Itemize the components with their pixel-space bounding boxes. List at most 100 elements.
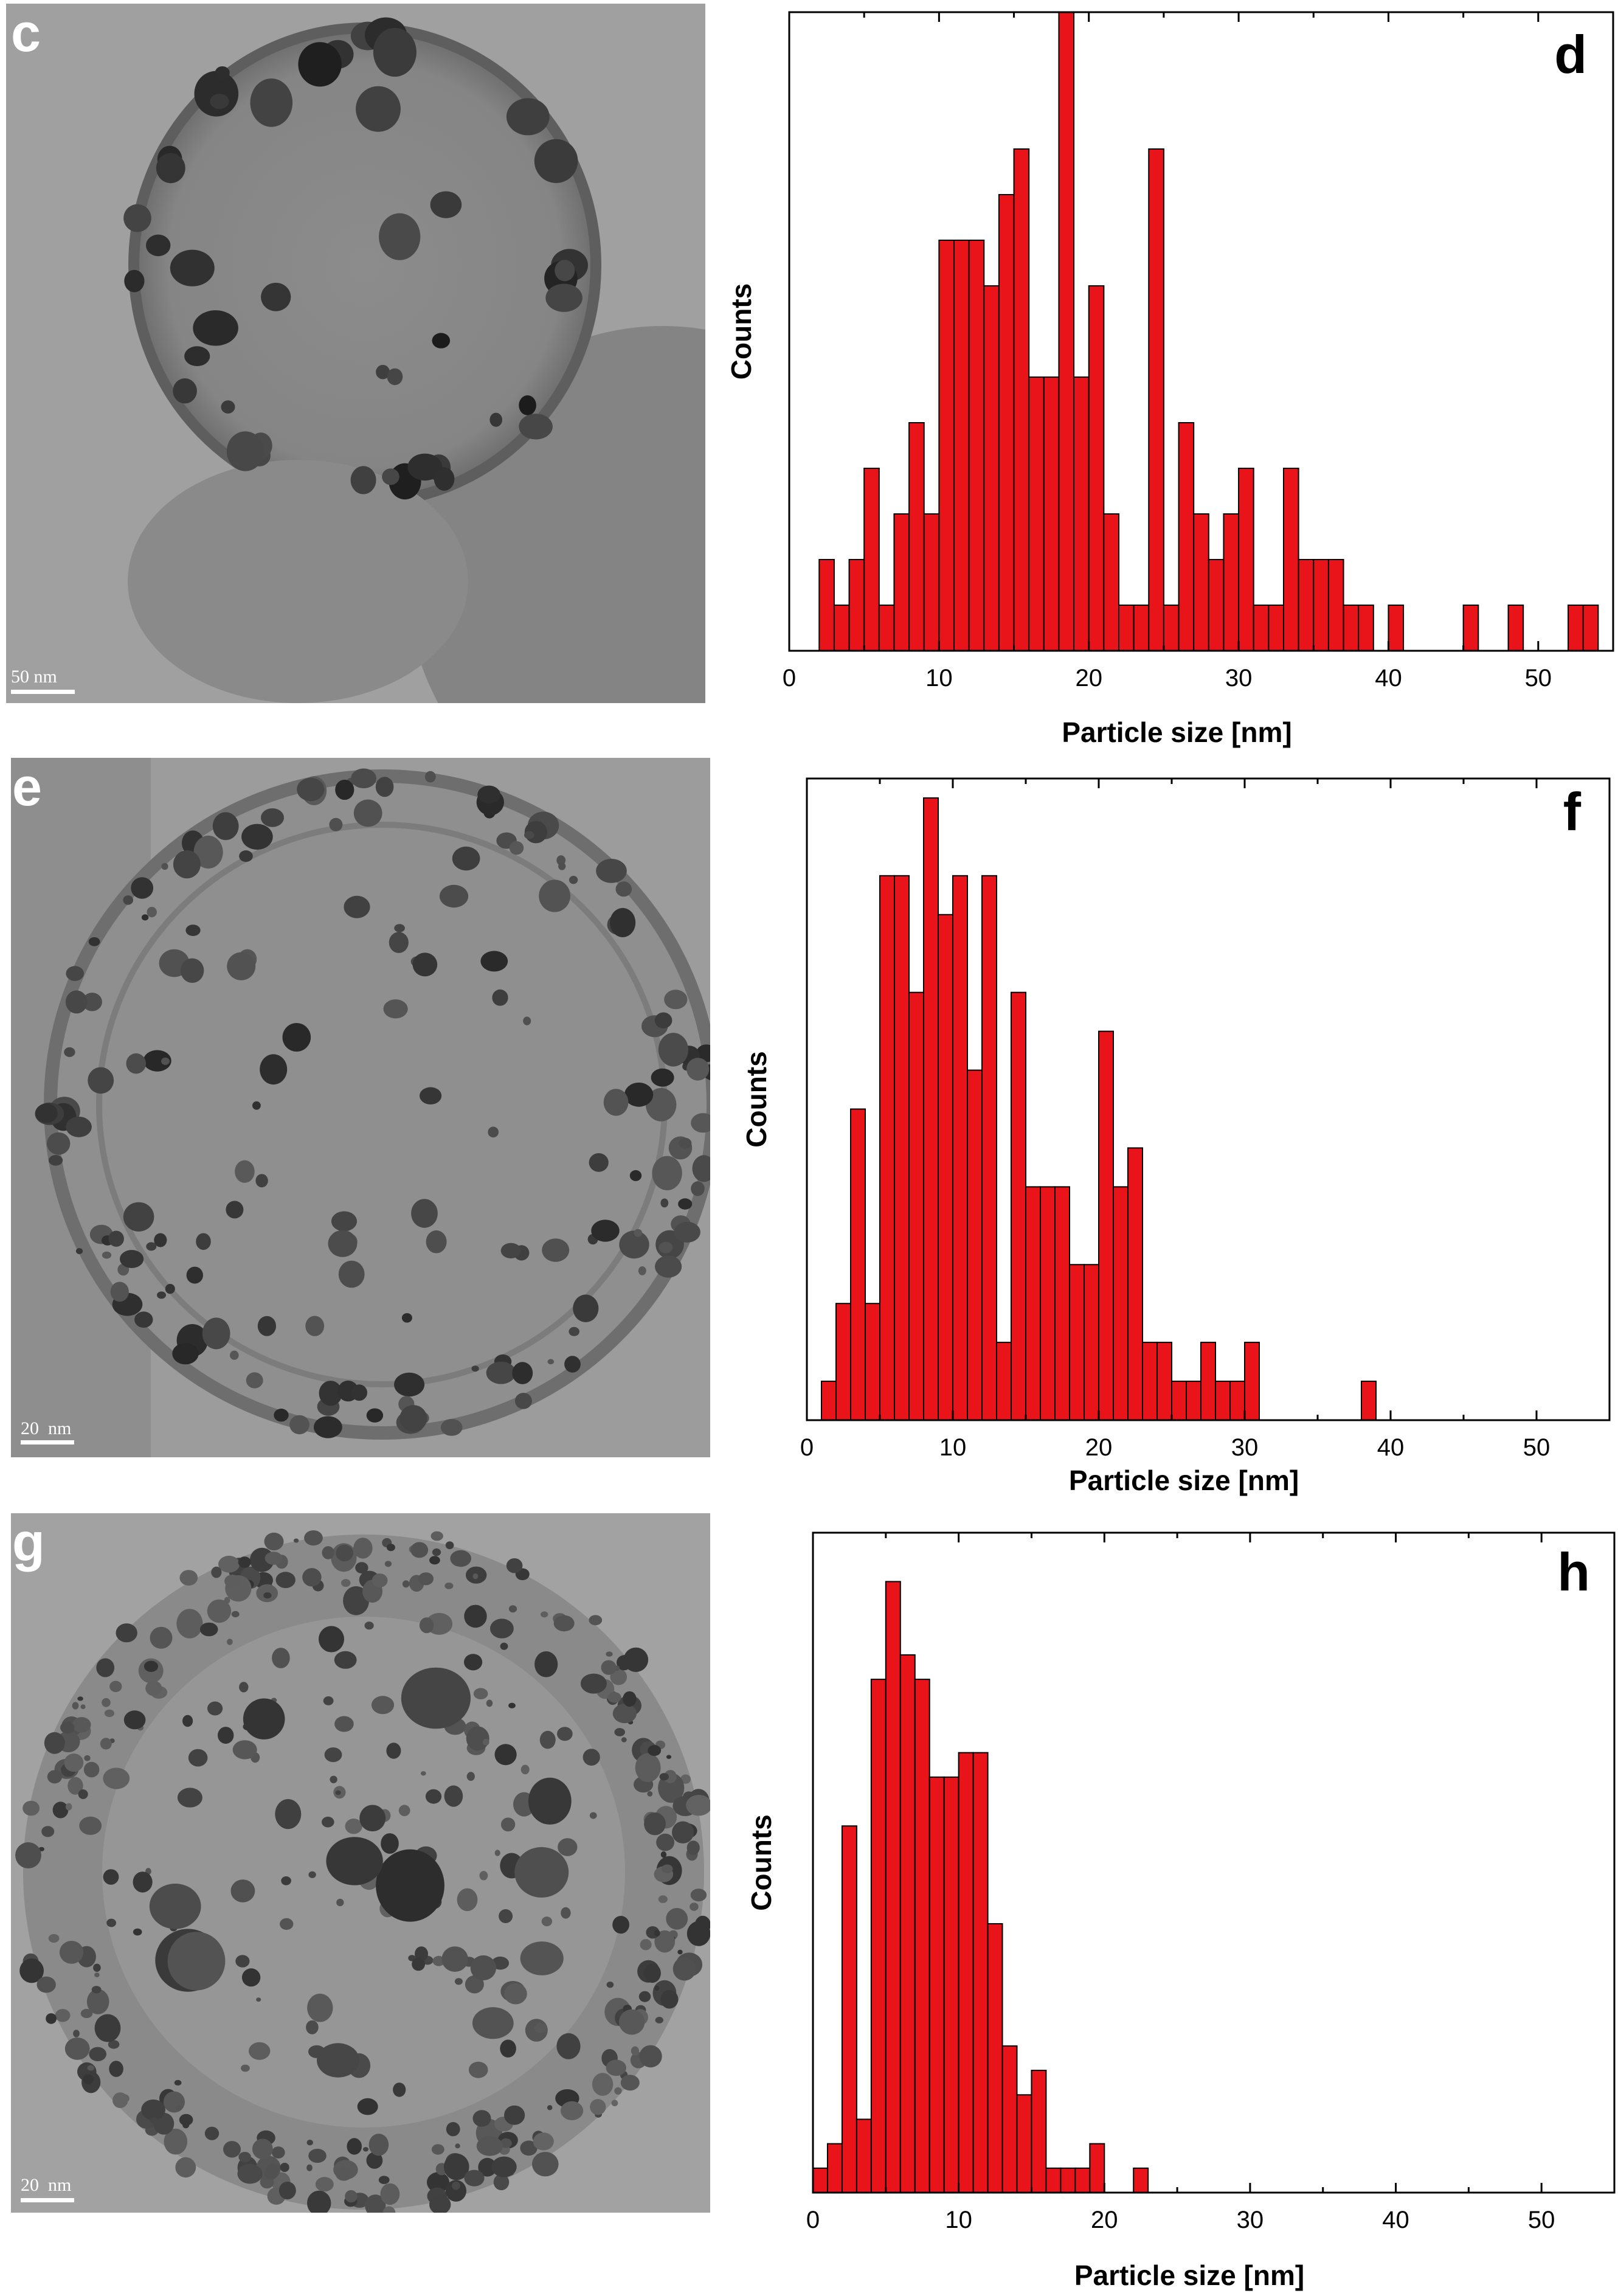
particle xyxy=(610,907,636,937)
bar-h-12 xyxy=(987,1923,1003,2194)
particle xyxy=(36,1976,56,1993)
particle xyxy=(541,1916,553,1927)
bar-d-11 xyxy=(953,240,970,651)
histogram-f: 0 10 20 30 40 50 Particle size [nm] Counts f xyxy=(717,760,1617,1508)
particle xyxy=(454,1978,463,1985)
bar-f-29 xyxy=(1229,1381,1245,1421)
particle xyxy=(199,1622,218,1637)
particle xyxy=(672,1957,696,1981)
particle xyxy=(539,879,570,912)
particle xyxy=(690,1902,699,1911)
y-axis-title-f: Counts xyxy=(741,1051,772,1147)
particle xyxy=(596,859,627,883)
particle xyxy=(207,1599,232,1623)
particle xyxy=(215,66,230,80)
particle xyxy=(553,1615,575,1632)
particle xyxy=(557,1727,573,1741)
particle xyxy=(445,1541,454,1550)
bar-f-24 xyxy=(1156,1342,1172,1421)
particle xyxy=(466,1726,489,1751)
x-tick-label-h-40: 40 xyxy=(1382,2207,1409,2233)
particle xyxy=(264,1532,284,1551)
bar-h-5 xyxy=(885,1581,901,2194)
particle xyxy=(410,1542,429,1558)
bar-h-11 xyxy=(972,1752,989,2194)
bar-f-18 xyxy=(1069,1264,1085,1421)
particle xyxy=(261,282,291,311)
particle xyxy=(281,1876,291,1885)
x-tick-label-h-30: 30 xyxy=(1237,2207,1264,2233)
bar-h-7 xyxy=(914,1679,930,2193)
particle xyxy=(606,1651,613,1657)
particle xyxy=(606,2059,626,2076)
particle xyxy=(67,1777,83,1795)
particle xyxy=(591,1219,620,1242)
particle xyxy=(218,1727,234,1744)
particle xyxy=(306,2020,319,2034)
plot-frame-f xyxy=(806,777,1611,1421)
particle xyxy=(542,1238,570,1262)
particle xyxy=(619,1230,649,1259)
scale-bar-label-e: 20 nm xyxy=(21,1418,72,1438)
bar-d-24 xyxy=(1148,148,1164,651)
bar-f-16 xyxy=(1040,1186,1056,1421)
x-tick-label-d-50: 50 xyxy=(1525,665,1552,692)
particle xyxy=(464,2169,485,2187)
particle xyxy=(307,2190,331,2213)
particle xyxy=(686,1840,700,1855)
particle xyxy=(184,346,210,366)
particle xyxy=(211,1566,222,1578)
particle xyxy=(383,999,408,1019)
particle xyxy=(356,86,401,132)
particle xyxy=(621,1737,627,1743)
nanoparticles-e xyxy=(35,768,710,1438)
particle xyxy=(431,2144,444,2155)
bar-h-18 xyxy=(1074,2167,1091,2194)
particle xyxy=(589,1615,603,1626)
x-axis-title-f: Particle size [nm] xyxy=(1069,1465,1299,1496)
particle xyxy=(66,1803,72,1811)
particle xyxy=(493,2174,510,2191)
particle xyxy=(359,1805,386,1832)
particle xyxy=(561,2101,584,2120)
particle xyxy=(660,1851,667,1858)
particle xyxy=(326,1837,383,1885)
bar-d-48 xyxy=(1507,605,1524,651)
particle xyxy=(651,1068,674,1087)
bar-d-27 xyxy=(1193,513,1209,651)
particle xyxy=(47,1770,62,1784)
particle xyxy=(241,1968,261,1987)
particle xyxy=(347,2138,362,2155)
particle xyxy=(379,213,421,260)
particle xyxy=(304,1530,323,1546)
particle xyxy=(612,1916,629,1934)
particle xyxy=(488,1126,499,1138)
particle xyxy=(302,1568,322,1587)
tem-image-c: c 50 nm xyxy=(6,4,705,703)
bar-h-17 xyxy=(1060,2167,1076,2194)
x-tick-label-f-30: 30 xyxy=(1231,1434,1259,1461)
x-tick-label-f-40: 40 xyxy=(1377,1434,1405,1461)
particle xyxy=(569,1327,579,1336)
particle xyxy=(652,1156,682,1190)
bar-h-16 xyxy=(1045,2167,1062,2194)
particle xyxy=(558,862,566,870)
tem-image-g: g 20 nm xyxy=(11,1513,710,2213)
bar-f-10 xyxy=(952,875,968,1421)
particle xyxy=(450,1550,471,1567)
particle xyxy=(401,1667,471,1729)
particle xyxy=(389,932,409,953)
particle xyxy=(104,1709,114,1718)
particle xyxy=(257,1316,276,1336)
particle xyxy=(109,2061,123,2077)
particle xyxy=(376,364,390,380)
scale-bar-e xyxy=(21,1440,74,1445)
particle xyxy=(457,1888,478,1912)
particle xyxy=(246,1372,263,1389)
particle xyxy=(75,1248,83,1254)
scale-bar-g xyxy=(21,2198,74,2202)
particle xyxy=(133,1928,142,1936)
bar-d-13 xyxy=(983,285,1000,651)
particle xyxy=(124,269,145,293)
bar-f-23 xyxy=(1142,1342,1158,1421)
